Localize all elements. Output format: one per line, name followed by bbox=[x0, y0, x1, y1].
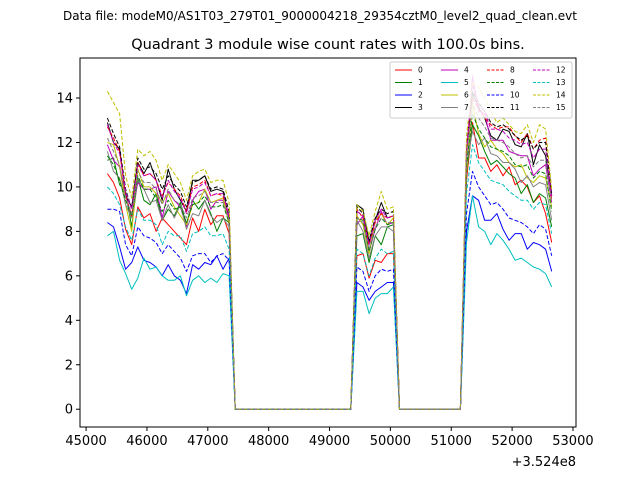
legend-label-4: 4 bbox=[464, 66, 469, 75]
legend-label-9: 9 bbox=[510, 78, 515, 87]
x-offset-text: +3.524e8 bbox=[512, 455, 576, 470]
y-tick-label: 0 bbox=[65, 403, 73, 418]
legend-label-10: 10 bbox=[510, 91, 520, 100]
legend-label-15: 15 bbox=[556, 103, 566, 112]
legend-label-7: 7 bbox=[464, 103, 469, 112]
legend-label-8: 8 bbox=[510, 66, 515, 75]
legend-label-14: 14 bbox=[556, 91, 566, 100]
axis-layer: 45000 46000 47000 48000 49000 50000 51000 52000… bbox=[56, 92, 593, 449]
chart-title: Quadrant 3 module wise count rates with … bbox=[131, 37, 525, 53]
series-line-15 bbox=[106, 102, 553, 410]
x-tick-label: 49000 bbox=[309, 434, 350, 449]
x-tick-label: 53000 bbox=[552, 434, 593, 449]
x-tick-label: 47000 bbox=[187, 434, 228, 449]
x-tick-label: 50000 bbox=[370, 434, 411, 449]
plot-frame bbox=[79, 57, 577, 428]
legend-label-11: 11 bbox=[510, 103, 520, 112]
legend-label-6: 6 bbox=[464, 91, 469, 100]
legend-label-2: 2 bbox=[418, 91, 423, 100]
x-tick-label: 46000 bbox=[126, 434, 167, 449]
y-tick-label: 14 bbox=[56, 92, 73, 107]
x-tick-label: 51000 bbox=[431, 434, 472, 449]
y-tick-label: 2 bbox=[65, 358, 73, 373]
x-tick-label: 48000 bbox=[248, 434, 289, 449]
legend-label-3: 3 bbox=[418, 103, 423, 112]
legend-label-0: 0 bbox=[418, 66, 423, 75]
y-tick-label: 8 bbox=[65, 225, 73, 240]
legend-label-13: 13 bbox=[556, 78, 566, 87]
chart-suptitle: Data file: modeM0/AS1T03_279T01_90000042… bbox=[63, 9, 577, 23]
y-tick-label: 12 bbox=[56, 136, 73, 151]
legend-label-5: 5 bbox=[464, 78, 469, 87]
y-tick-label: 6 bbox=[65, 269, 73, 284]
y-tick-label: 4 bbox=[65, 314, 73, 329]
legend-label-12: 12 bbox=[556, 66, 566, 75]
x-tick-label: 45000 bbox=[65, 434, 106, 449]
legend-box bbox=[389, 61, 573, 119]
legend-label-1: 1 bbox=[418, 78, 423, 87]
y-tick-label: 10 bbox=[56, 180, 73, 195]
x-tick-label: 52000 bbox=[491, 434, 532, 449]
